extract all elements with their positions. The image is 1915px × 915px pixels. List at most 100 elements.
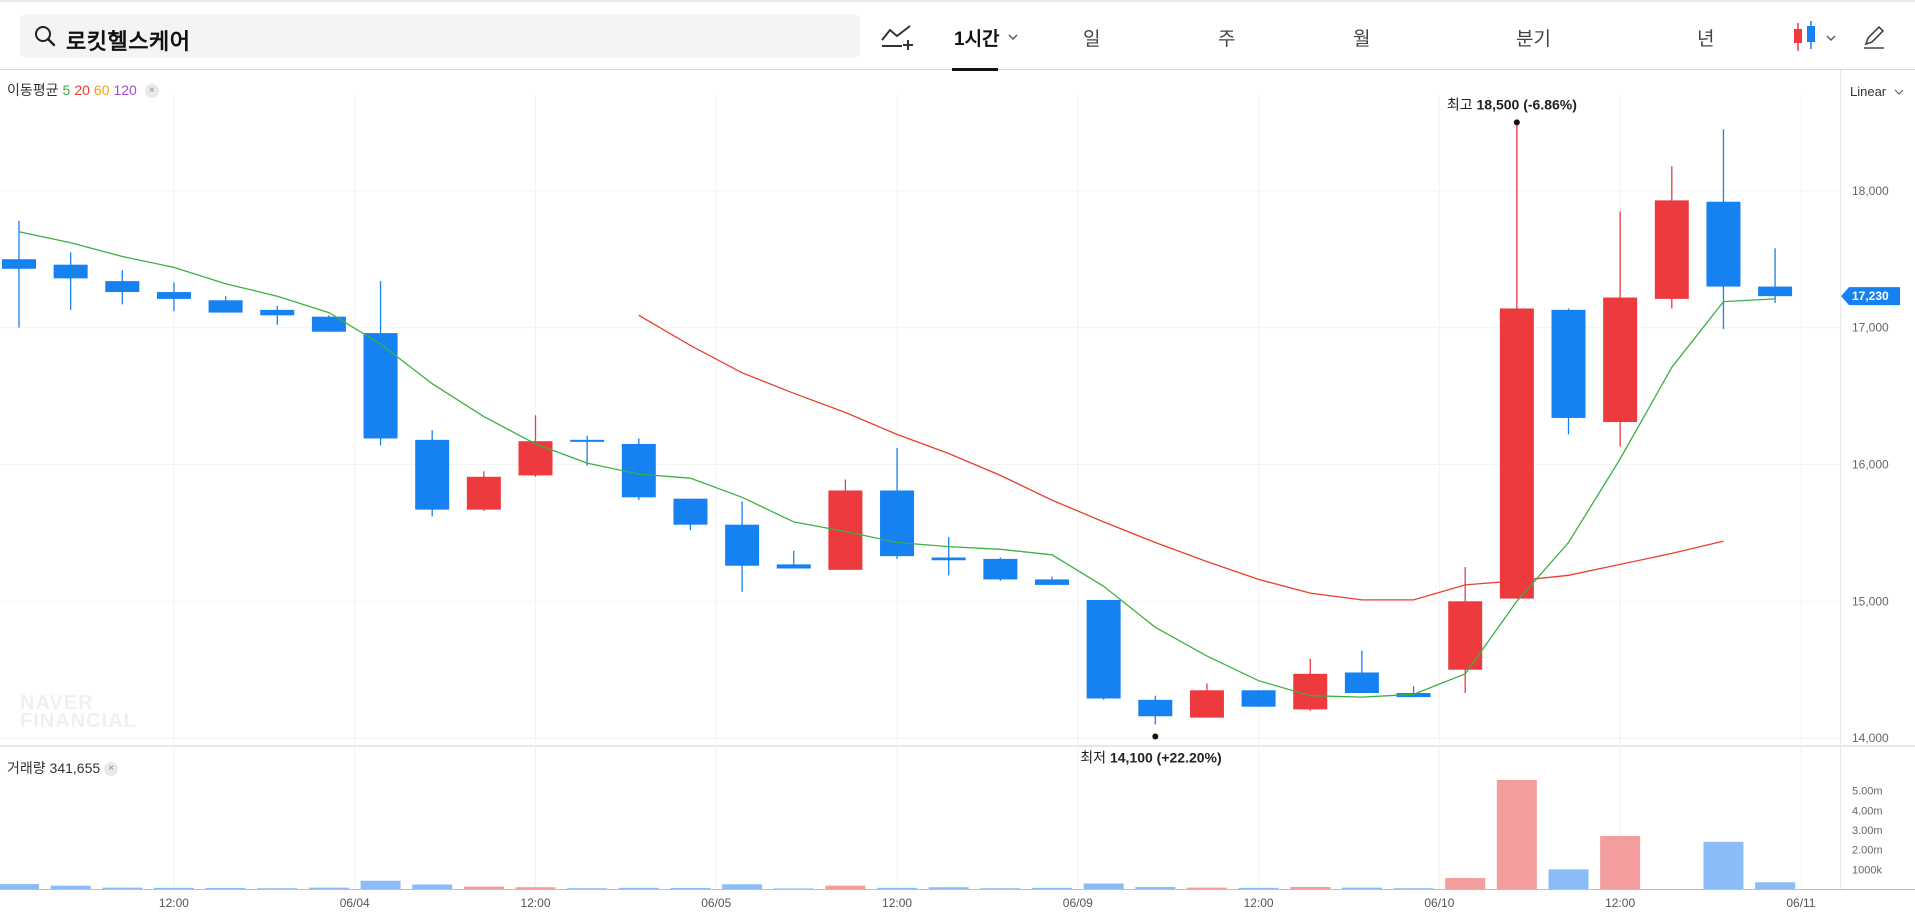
candle-body	[1706, 201, 1741, 287]
candle-body	[1344, 672, 1379, 693]
candle-body	[1603, 297, 1638, 423]
candle-body	[156, 292, 191, 299]
candle-body	[2, 259, 36, 269]
high-annotation: 최고 18,500 (-6.86%)	[1447, 96, 1577, 112]
tab-week[interactable]: 주	[1218, 29, 1236, 50]
candle-body	[105, 281, 140, 293]
candle-body	[1551, 309, 1586, 418]
ma-120: 120	[113, 82, 137, 98]
price-tick-label: 18,000	[1852, 184, 1889, 198]
tab-quarter[interactable]: 분기	[1516, 29, 1551, 50]
volume-bar	[1083, 883, 1124, 889]
candle-body	[1654, 200, 1689, 299]
low-annotation: 최저 14,100 (+22.20%)	[1080, 749, 1221, 765]
volume-bar	[1290, 887, 1331, 889]
candle-body	[931, 557, 966, 561]
volume-value: 341,655	[49, 760, 101, 776]
volume-legend-close-icon[interactable]: ×	[104, 762, 119, 777]
chart-type-chevron-icon[interactable]	[1826, 33, 1836, 43]
candle-body	[1241, 690, 1276, 707]
candle-body	[1499, 308, 1534, 599]
search-icon	[35, 26, 56, 47]
volume-bar	[1445, 877, 1486, 889]
candle-body	[1758, 286, 1793, 297]
candle-body	[570, 439, 605, 442]
volume-bar	[1755, 882, 1796, 889]
x-tick-label: 12:00	[1244, 896, 1274, 910]
volume-legend: 거래량 341,655 ×	[7, 758, 119, 778]
volume-bar	[773, 888, 814, 889]
ma-5: 5	[62, 82, 71, 98]
watermark-logo: NAVER FINANCIAL	[20, 692, 137, 732]
volume-bar	[515, 887, 556, 889]
tab-1hour[interactable]: 1시간	[954, 29, 1000, 50]
ma20-line	[638, 314, 1724, 601]
volume-bar	[1548, 869, 1589, 889]
volume-bars	[0, 779, 1796, 889]
tab-day[interactable]: 일	[1083, 29, 1101, 50]
candle-body	[983, 558, 1018, 580]
volume-bar	[1600, 835, 1641, 889]
volume-bar	[618, 887, 659, 889]
indicator-add-icon[interactable]	[880, 20, 916, 52]
grid	[0, 70, 1915, 890]
x-tick-label: 12:00	[159, 896, 189, 910]
ma-label: 이동평균	[7, 82, 59, 98]
scale-mode-label: Linear	[1850, 84, 1887, 99]
pencil-icon[interactable]	[1862, 24, 1886, 50]
chevron-down-icon[interactable]	[1008, 32, 1018, 42]
candle-body	[415, 439, 450, 510]
price-tick-label: 16,000	[1852, 457, 1889, 471]
tab-year[interactable]: 년	[1697, 29, 1715, 50]
candle-body	[518, 441, 553, 476]
candlestick-type-icon[interactable]	[1790, 20, 1820, 54]
volume-bar	[308, 887, 349, 889]
price-tick-label: 14,000	[1852, 731, 1889, 745]
candles	[2, 122, 1793, 725]
candle-body	[208, 300, 243, 313]
ma-legend-close-icon[interactable]: ×	[144, 84, 159, 99]
high-marker	[1513, 119, 1520, 126]
tab-month[interactable]: 월	[1353, 29, 1371, 50]
x-tick-label: 06/04	[340, 896, 370, 910]
volume-label: 거래량	[7, 760, 46, 776]
volume-bar	[0, 884, 39, 889]
x-tick-label: 06/05	[701, 896, 731, 910]
search-box[interactable]: 로킷헬스케어	[20, 14, 860, 58]
volume-bar	[205, 888, 246, 889]
candle-body	[725, 524, 760, 566]
volume-bar	[102, 887, 143, 889]
watermark-line-1: NAVER	[20, 692, 94, 714]
ma5-line	[18, 231, 1776, 698]
volume-bar	[567, 888, 608, 889]
watermark-line-2: FINANCIAL	[20, 710, 137, 732]
candle-body	[260, 309, 295, 316]
price-tick-label: 17,000	[1852, 321, 1889, 335]
moving-averages	[18, 231, 1776, 698]
candle-body	[1086, 599, 1121, 699]
toolbar: 로킷헬스케어 1시간 일 주 월 분기 년	[0, 0, 1915, 71]
x-tick-label: 12:00	[1605, 896, 1635, 910]
search-query: 로킷헬스케어	[66, 29, 191, 54]
volume-bar	[928, 887, 969, 889]
x-tick-label: 06/10	[1424, 896, 1454, 910]
volume-bar	[153, 887, 194, 889]
volume-bar	[877, 887, 918, 889]
volume-bar	[412, 884, 453, 889]
x-tick-label: 12:00	[520, 896, 550, 910]
volume-tick-label: 5.00m	[1852, 786, 1883, 798]
candle-body	[1138, 699, 1173, 717]
volume-bar	[257, 888, 298, 889]
candle-body	[466, 476, 501, 510]
volume-bar	[1393, 888, 1434, 889]
low-marker	[1152, 733, 1159, 740]
volume-tick-label: 2.00m	[1852, 845, 1883, 857]
candle-body	[880, 490, 915, 557]
scale-mode-select[interactable]: Linear	[1850, 84, 1904, 99]
volume-bar	[670, 888, 711, 889]
active-tab-indicator	[952, 68, 998, 71]
candle-body	[673, 498, 708, 525]
candle-body	[1035, 579, 1069, 585]
volume-bar	[722, 884, 763, 889]
